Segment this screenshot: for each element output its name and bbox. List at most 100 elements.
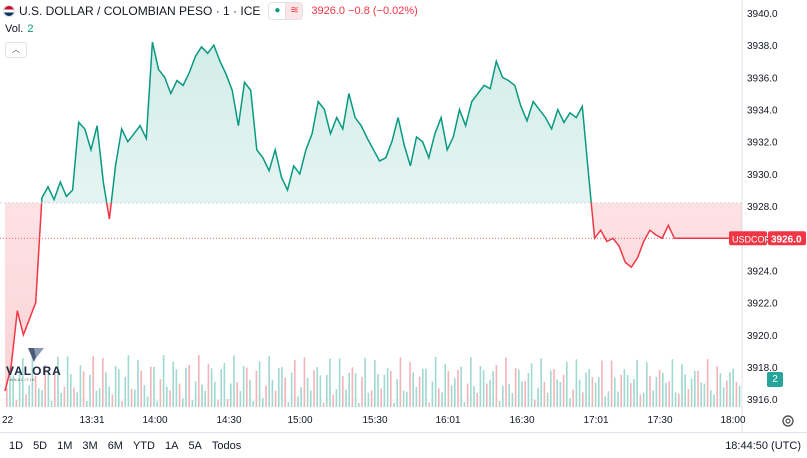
timeframe-5d[interactable]: 5D	[33, 439, 48, 452]
price-tick-label: 3940.0	[747, 9, 778, 20]
volume-bar	[28, 385, 30, 407]
volume-bar	[281, 367, 283, 407]
volume-bar	[66, 356, 69, 407]
time-tick-label: 22	[2, 415, 14, 426]
volume-bar	[409, 361, 411, 407]
volume-bar	[258, 361, 261, 407]
volume-bar	[690, 378, 693, 407]
volume-bar	[278, 368, 280, 407]
volume-bar	[668, 381, 670, 407]
volume-bar	[297, 396, 299, 407]
volume-bar	[188, 364, 190, 407]
price-tick-label: 3922.0	[747, 299, 778, 310]
volume-bar	[543, 381, 546, 407]
volume-bar	[34, 376, 37, 407]
timeframe-todos[interactable]: Todos	[211, 439, 242, 452]
volume-bar	[60, 392, 62, 407]
volume-bar	[18, 370, 21, 407]
volume-bar	[636, 359, 638, 407]
volume-bar	[642, 392, 645, 407]
timeframe-3m[interactable]: 3M	[82, 439, 98, 452]
volume-bar	[162, 355, 165, 407]
volume-bar	[665, 382, 667, 407]
volume-bar	[710, 390, 712, 407]
volume-bar	[134, 389, 136, 407]
symbol-label: USDCOP	[732, 234, 771, 244]
volume-bar	[41, 390, 43, 407]
volume-bar	[358, 403, 360, 407]
volume-bar	[310, 390, 312, 407]
volume-bar	[316, 367, 318, 407]
volume-bar	[6, 388, 8, 407]
gear-icon[interactable]	[781, 414, 795, 428]
market-status-pill[interactable]: ● ≋	[268, 2, 304, 20]
volume-bar	[678, 393, 680, 407]
volume-bar	[255, 370, 258, 407]
volume-bar	[630, 383, 632, 407]
volume-bar	[703, 383, 706, 407]
timeframe-1d[interactable]: 1D	[9, 439, 24, 452]
time-tick-label: 17:30	[647, 415, 672, 426]
valora-logo: VALORA ANALITIK	[6, 348, 62, 382]
time-tick-label: 14:30	[216, 415, 241, 426]
price-quote: 3926.0 −0.8 (−0.02%)	[311, 5, 418, 17]
volume-bar	[265, 385, 267, 407]
volume-bar	[127, 355, 130, 407]
timeframe-1m[interactable]: 1M	[57, 439, 73, 452]
volume-bar	[70, 374, 72, 407]
volume-bar	[438, 388, 440, 407]
volume-bar	[146, 396, 149, 407]
timeframe-1a[interactable]: 1A	[164, 439, 179, 452]
volume-bar	[434, 357, 437, 407]
volume-bar	[719, 373, 722, 407]
volume-bar	[98, 388, 101, 407]
volume-bar	[111, 394, 114, 407]
volume-bar	[207, 363, 210, 407]
timeframe-ytd[interactable]: YTD	[132, 439, 155, 452]
price-chart[interactable]: 3940.0 3938.0 3936.0 3934.0 3932.0 3930.0 3928…	[0, 0, 807, 432]
price-tick-label: 3920.0	[747, 331, 778, 342]
volume-bar	[623, 369, 626, 407]
volume-bar	[47, 373, 50, 407]
volume-bar	[44, 365, 46, 407]
price-tick-label: 3918.0	[747, 363, 778, 374]
volume-bar	[486, 383, 488, 407]
price-tick-label: 3928.0	[747, 202, 778, 213]
volume-bar	[236, 382, 238, 407]
volume-bar	[342, 375, 344, 407]
volume-bar	[492, 371, 494, 407]
time-tick-label: 15:00	[287, 415, 312, 426]
timeframe-selector: 1D 5D 1M 3M 6M YTD 1A 5A Todos	[4, 440, 246, 452]
volume-bar	[76, 392, 78, 407]
bottom-toolbar: 1D 5D 1M 3M 6M YTD 1A 5A Todos 18:44:50 (UTC)	[0, 432, 807, 458]
volume-bar	[700, 382, 702, 407]
logo-text: VALORA	[6, 364, 62, 378]
volume-bar	[153, 367, 155, 407]
volume-bar	[271, 380, 274, 407]
volume-legend[interactable]: Vol. 2	[5, 23, 33, 35]
volume-bar	[422, 368, 424, 407]
volume-bar	[249, 379, 251, 407]
volume-bar	[345, 389, 347, 407]
volume-bar	[428, 402, 430, 407]
volume-bar	[578, 379, 581, 407]
volume-bar	[364, 357, 366, 407]
volume-bar	[598, 377, 600, 407]
volume-bar	[562, 374, 565, 407]
volume-bar	[377, 374, 379, 407]
price-tick-label: 3936.0	[747, 73, 778, 84]
chevron-up-icon[interactable]: ︿	[5, 42, 27, 58]
volume-bar	[262, 397, 264, 407]
volume-bar	[230, 383, 232, 407]
price-line-down	[4, 202, 742, 392]
timeframe-6m[interactable]: 6M	[107, 439, 123, 452]
volume-bar	[447, 371, 450, 407]
timeframe-5a[interactable]: 5A	[188, 439, 202, 452]
volume-bar	[415, 387, 418, 407]
symbol-title[interactable]: U.S. DOLLAR / COLOMBIAN PESO · 1 · ICE	[19, 4, 261, 18]
clock[interactable]: 18:44:50 (UTC)	[725, 439, 801, 452]
time-tick-label: 16:01	[435, 415, 460, 426]
volume-bar	[303, 357, 306, 407]
volume-bar	[473, 386, 475, 407]
time-tick-label: 15:30	[362, 415, 387, 426]
